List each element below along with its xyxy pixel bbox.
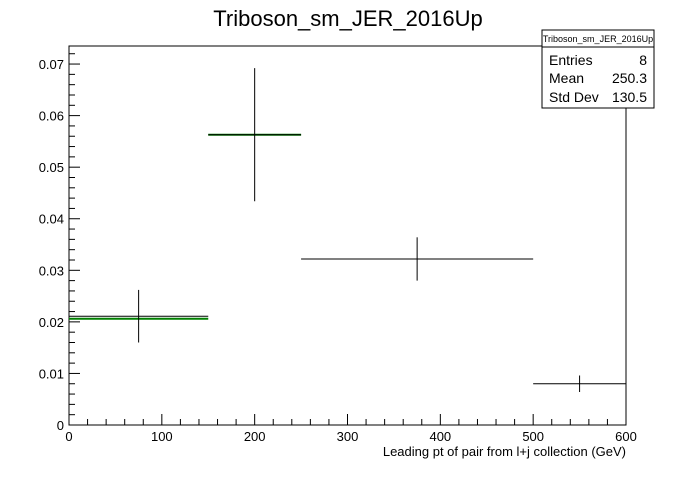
y-axis: 0 0.01 0.02 0.03 0.04 0.05 0.06 0.07 — [39, 53, 80, 433]
stats-box-frame — [541, 29, 655, 109]
y-tick-label: 0.06 — [39, 109, 64, 124]
y-tick-label: 0 — [57, 418, 64, 433]
y-tick-label: 0.01 — [39, 366, 64, 381]
y-tick-label: 0.04 — [39, 212, 64, 227]
stats-stddev-label: Std Dev — [549, 89, 599, 105]
stats-box-title: Triboson_sm_JER_2016Up — [543, 34, 653, 44]
x-tick-label: 600 — [615, 429, 637, 444]
x-tick-label: 400 — [429, 429, 451, 444]
y-tick-label: 0.07 — [39, 57, 64, 72]
stats-stddev-value: 130.5 — [612, 89, 647, 105]
stats-box: Triboson_sm_JER_2016Up Entries 8 Mean 25… — [541, 29, 655, 109]
x-tick-label: 0 — [65, 429, 72, 444]
series-layer — [69, 68, 626, 392]
chart-title: Triboson_sm_JER_2016Up — [213, 6, 482, 31]
x-tick-label: 100 — [151, 429, 173, 444]
y-tick-label: 0.05 — [39, 160, 64, 175]
stats-mean-label: Mean — [549, 70, 584, 86]
x-tick-label: 300 — [337, 429, 359, 444]
x-axis-label: Leading pt of pair from l+j collection (… — [383, 444, 626, 459]
stats-entries-label: Entries — [549, 52, 593, 68]
y-tick-label: 0.02 — [39, 315, 64, 330]
x-tick-label: 500 — [522, 429, 544, 444]
stats-mean-value: 250.3 — [612, 70, 647, 86]
y-tick-label: 0.03 — [39, 263, 64, 278]
x-axis: 0 100 200 300 400 500 600 — [65, 414, 637, 444]
x-tick-label: 200 — [244, 429, 266, 444]
stats-entries-value: 8 — [639, 52, 647, 68]
